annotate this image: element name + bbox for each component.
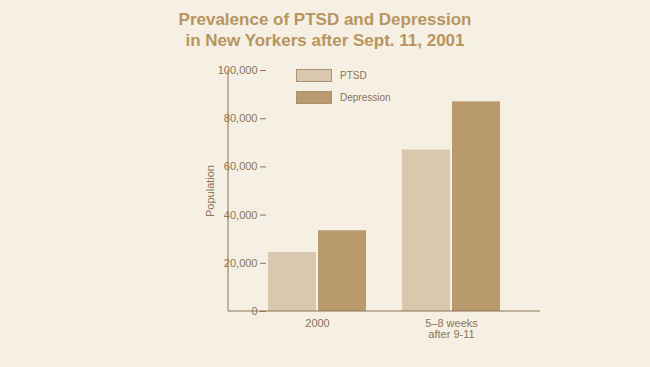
svg-text:5–8 weeksafter 9-11: 5–8 weeksafter 9-11 [425,317,478,340]
svg-text:Population: Population [204,165,216,217]
svg-text:60,000: 60,000 [224,160,258,172]
html-text:PTSD: PTSD [340,69,367,81]
svg-text:80,000: 80,000 [224,112,258,124]
svg-text:20,000: 20,000 [224,257,258,269]
svg-text:0: 0 [251,305,258,317]
html-text:Depression: Depression [340,91,391,103]
svg-text:2000: 2000 [305,317,329,329]
html-text:Prevalence of PTSD and Depress: Prevalence of PTSD and Depression [178,10,472,29]
html-text:in New Yorkers after Sept. 11,: in New Yorkers after Sept. 11, 2001 [185,31,465,50]
svg-text:100,000: 100,000 [218,64,258,76]
svg-text:40,000: 40,000 [224,209,258,221]
